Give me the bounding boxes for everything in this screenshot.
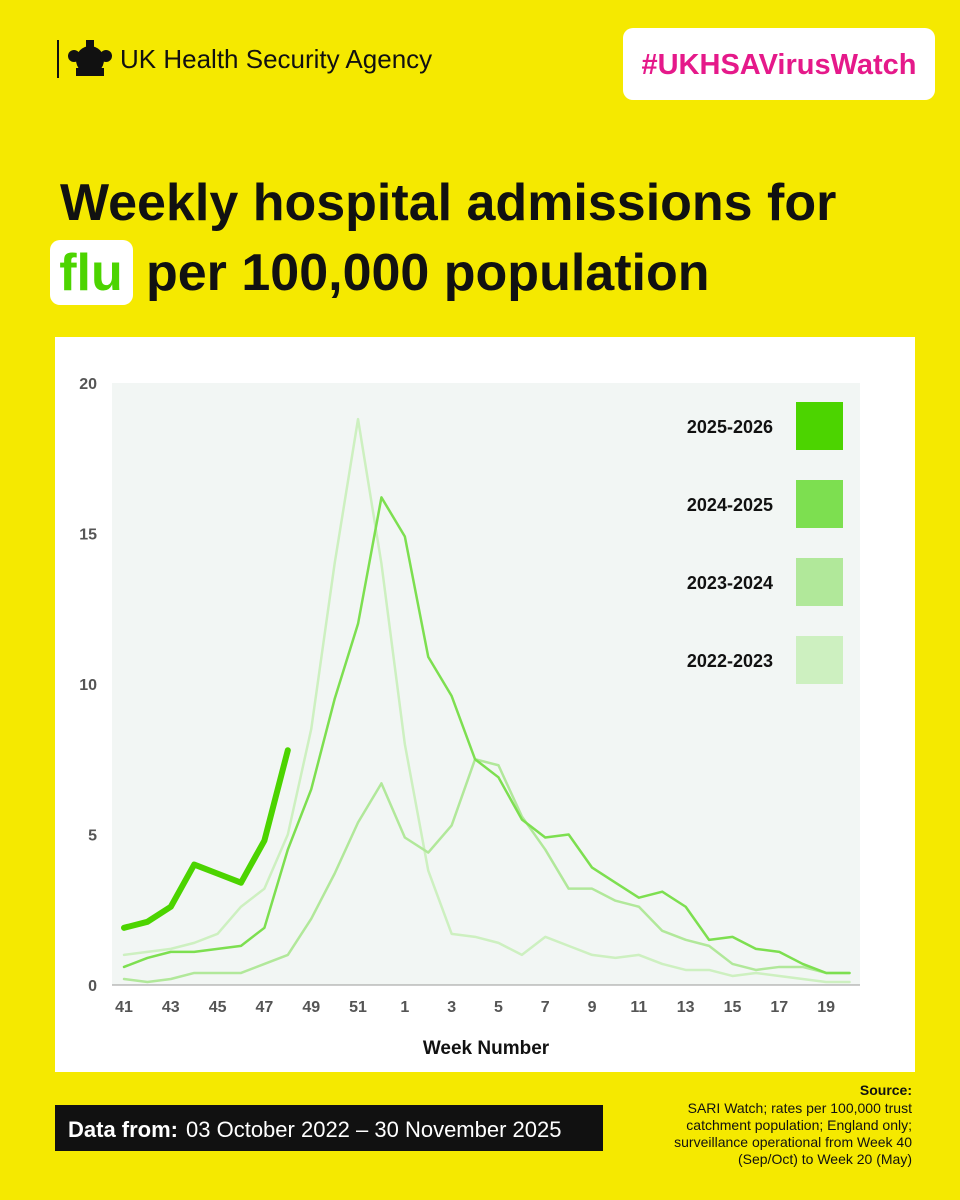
title-line: Weekly hospital admissions for	[60, 174, 836, 232]
x-tick-label: 41	[115, 999, 133, 1016]
y-tick-label: 10	[79, 677, 97, 694]
x-axis-label: Week Number	[423, 1038, 550, 1059]
source-line: SARI Watch; rates per 100,000 trust	[688, 1100, 912, 1116]
highlight-box	[50, 240, 133, 305]
agency-name: UK Health Security Agency	[120, 44, 432, 74]
source: SARI Watch; rates per 100,000 trustcatch…	[674, 1100, 912, 1167]
x-tick-label: 19	[817, 999, 835, 1016]
y-tick-label: 15	[79, 527, 97, 544]
legend-swatch	[796, 480, 843, 528]
date-range: 03 October 2022 – 30 November 2025	[186, 1117, 561, 1142]
crest	[68, 40, 112, 76]
x-tick-label: 43	[162, 999, 180, 1016]
legend-swatch	[796, 558, 843, 606]
source-line: (Sep/Oct) to Week 20 (May)	[738, 1151, 912, 1167]
x-tick-label: 45	[209, 999, 227, 1016]
y-tick-label: 5	[88, 828, 97, 845]
date-text: Data from: 03 October 2022 – 30 November …	[68, 1117, 562, 1142]
x-tick-label: 3	[447, 999, 456, 1016]
source-line: surveillance operational from Week 40	[674, 1134, 912, 1150]
y-tick-label: 20	[79, 376, 97, 393]
legend-swatch	[796, 636, 843, 684]
legend-label: 2022-2023	[687, 651, 773, 671]
series-line	[121, 747, 291, 931]
x-tick-label: 13	[677, 999, 695, 1016]
series-line	[122, 417, 851, 984]
legend-swatch	[796, 402, 843, 450]
x-tick-label: 7	[541, 999, 550, 1016]
x-tick-label: 51	[349, 999, 367, 1016]
legend-label: 2023-2024	[687, 573, 773, 593]
series-line	[122, 496, 851, 975]
title-highlight: flu	[59, 244, 123, 302]
source-title: Source:	[860, 1082, 912, 1098]
date-box	[55, 1105, 603, 1151]
x-tick-label: 47	[256, 999, 274, 1016]
plot-area	[112, 383, 860, 985]
y-tick-label: 0	[88, 978, 97, 995]
date-label: Data from:	[68, 1117, 178, 1142]
x-tick-label: 9	[588, 999, 597, 1016]
x-tick-label: 15	[724, 999, 742, 1016]
x-tick-label: 11	[630, 999, 647, 1016]
x-tick-label: 49	[302, 999, 320, 1016]
x-tick-label: 5	[494, 999, 503, 1016]
x-tick-label: 1	[400, 999, 409, 1016]
legend-label: 2024-2025	[687, 495, 773, 515]
title-line: per 100,000 population	[146, 244, 710, 302]
legend-label: 2025-2026	[687, 417, 773, 437]
hashtag-box	[623, 28, 935, 100]
series-line	[122, 758, 851, 984]
hashtag: #UKHSAVirusWatch	[641, 49, 916, 81]
x-tick-label: 17	[770, 999, 788, 1016]
source-line: catchment population; England only;	[686, 1117, 912, 1133]
